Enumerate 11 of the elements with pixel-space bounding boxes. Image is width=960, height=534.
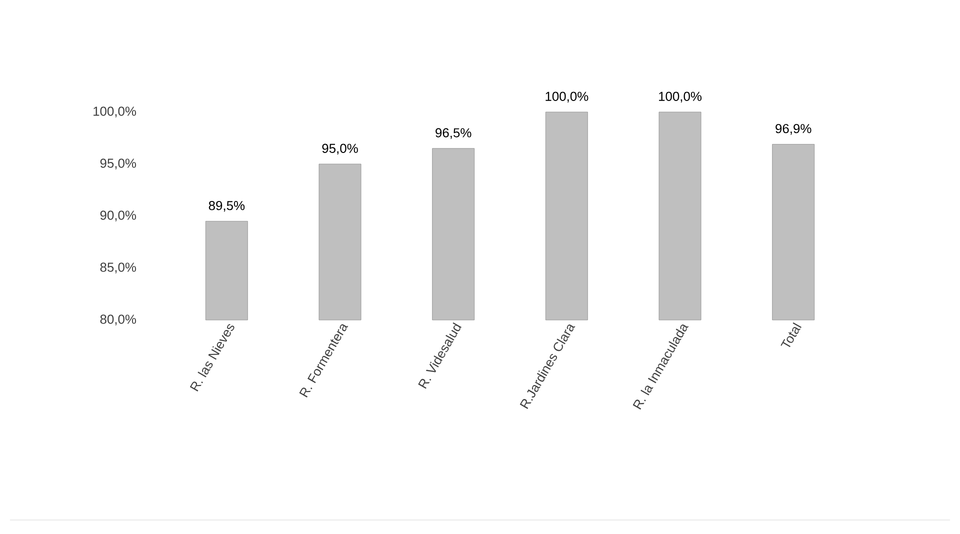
data-label: 96,9% [776,124,812,135]
y-tick-label: 90,0% [100,210,136,222]
y-tick-label: 100,0% [94,106,136,118]
data-label: 100,0% [659,92,702,102]
y-tick-label: 95,0% [100,158,136,170]
data-label: 96,5% [436,128,472,139]
data-label: 100,0% [546,92,588,102]
data-label: 95,0% [322,144,358,154]
y-tick-label: 85,0% [100,262,136,274]
y-tick-label: 80,0% [100,314,136,326]
data-label: 89,5% [208,200,245,212]
